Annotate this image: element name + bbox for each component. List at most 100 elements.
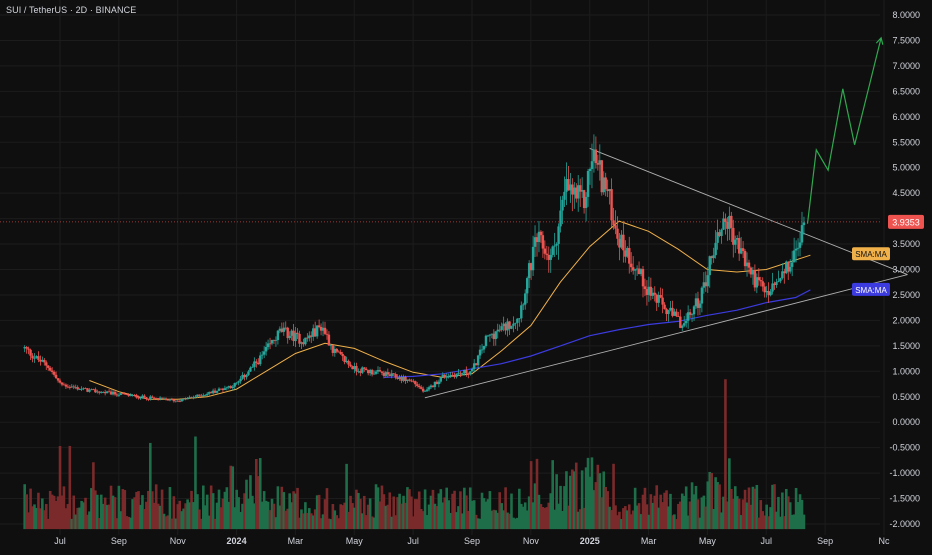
candle-body	[227, 386, 231, 388]
volume-bar	[362, 495, 366, 530]
volume-bar	[510, 493, 513, 530]
candle-body	[64, 384, 68, 387]
volume-bar	[258, 458, 262, 530]
y-tick-label: 3.5000	[892, 239, 920, 249]
volume-bar	[474, 514, 478, 530]
volume-bar	[751, 486, 755, 530]
candle-body	[514, 322, 517, 324]
volume-bar	[302, 513, 305, 530]
volume-bar	[790, 514, 794, 530]
volume-bar	[172, 496, 176, 530]
volume-bar	[115, 518, 119, 530]
x-tick-label: Sep	[464, 536, 480, 546]
candle-body	[190, 397, 193, 399]
candle-body	[158, 397, 162, 399]
volume-bar	[486, 499, 490, 530]
volume-bar	[139, 504, 142, 530]
candle-body	[396, 377, 399, 380]
volume-bar	[665, 490, 668, 530]
interval-label[interactable]: 2D	[75, 5, 88, 15]
candle-body	[425, 389, 429, 391]
triangle-lower-line	[424, 274, 908, 399]
candle-body	[461, 373, 464, 375]
candle-body	[253, 361, 256, 367]
volume-bar	[641, 494, 645, 530]
volume-bar	[351, 503, 354, 530]
exchange-label: BINANCE	[95, 5, 137, 15]
candle-body	[610, 189, 613, 221]
candle-body	[606, 189, 609, 192]
candle-body	[659, 294, 662, 298]
volume-bar	[25, 494, 28, 530]
candle-body	[84, 388, 87, 390]
volume-bar	[249, 475, 252, 530]
candle-body	[23, 347, 26, 349]
volume-bar	[598, 473, 602, 530]
volume-bar	[698, 517, 702, 530]
volume-bar	[739, 515, 743, 530]
volume-bar	[519, 503, 523, 530]
candle-body	[739, 248, 743, 254]
volume-bar	[594, 482, 598, 530]
candle-body	[431, 385, 435, 387]
volume-bar	[245, 479, 248, 530]
candle-body	[630, 263, 633, 268]
volume-bar	[777, 496, 780, 530]
volume-bar	[753, 488, 757, 530]
candle-body	[300, 342, 303, 344]
volume-bar	[704, 506, 708, 530]
candle-body	[141, 395, 144, 398]
candle-body	[504, 323, 507, 331]
candle-body	[103, 392, 107, 394]
volume-bar	[52, 495, 56, 530]
candle-body	[734, 239, 737, 245]
volume-bar	[202, 485, 205, 530]
volume-bar	[72, 495, 76, 530]
candle-body	[404, 376, 407, 382]
x-tick-label: 2024	[227, 536, 247, 546]
volume-bar	[572, 471, 576, 530]
volume-bar	[535, 458, 539, 530]
symbol-label[interactable]: SUI / TetherUS	[6, 5, 68, 15]
volume-bar	[223, 491, 227, 530]
volume-bar	[478, 518, 482, 530]
candle-body	[488, 334, 492, 336]
candle-body	[102, 392, 105, 393]
volume-bar	[184, 503, 187, 530]
candle-body	[123, 393, 126, 395]
volume-bar	[472, 500, 476, 530]
volume-bar	[784, 488, 788, 530]
volume-bar	[417, 491, 421, 530]
volume-bar	[708, 471, 712, 530]
volume-bar	[459, 491, 462, 530]
volume-bar	[382, 494, 386, 530]
volume-bar	[773, 484, 776, 530]
candle-body	[52, 371, 56, 375]
volume-bar	[384, 505, 388, 530]
candle-body	[70, 386, 73, 388]
volume-bar	[164, 516, 168, 530]
volume-bar	[203, 505, 207, 530]
volume-bar	[241, 503, 244, 530]
volume-bar	[608, 506, 611, 530]
candle-body	[608, 189, 611, 192]
candle-body	[433, 381, 437, 387]
volume-bar	[207, 515, 211, 530]
candle-body	[151, 396, 154, 398]
volume-bar	[749, 504, 753, 530]
candle-layer	[23, 134, 806, 403]
volume-bar	[781, 492, 784, 530]
volume-bar	[341, 505, 344, 530]
volume-bar	[792, 514, 796, 530]
candle-body	[545, 253, 549, 255]
volume-bar	[525, 510, 529, 530]
volume-bar	[680, 493, 684, 530]
volume-bar	[788, 502, 792, 530]
candle-body	[753, 270, 757, 288]
volume-bar	[465, 495, 468, 530]
volume-bar	[586, 457, 590, 530]
candle-body	[349, 364, 352, 367]
candle-body	[633, 269, 637, 271]
current-price-badge	[888, 214, 924, 229]
